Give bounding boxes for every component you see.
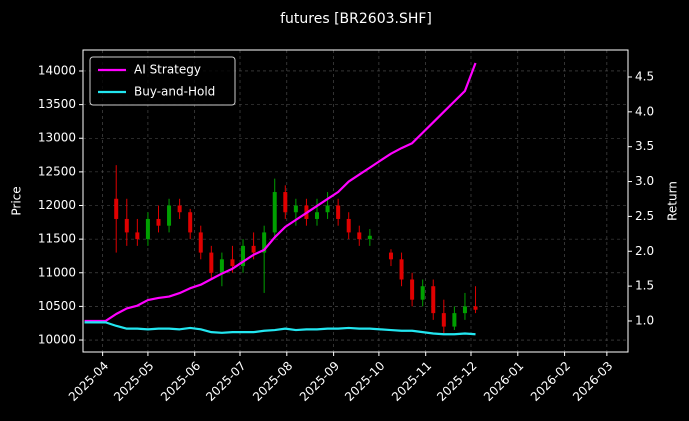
y2-tick-label: 1.5	[635, 279, 654, 293]
x-tick-label: 2025-12	[434, 359, 479, 404]
candle-body	[441, 313, 446, 327]
candle-body	[145, 218, 150, 240]
y2-tick-label: 4.0	[635, 104, 654, 118]
candle-body	[431, 286, 436, 314]
candle-body	[114, 198, 119, 219]
x-tick-label: 2025-04	[66, 359, 111, 404]
candle-body	[124, 218, 129, 233]
candle-body	[420, 286, 425, 300]
candle-body	[272, 192, 277, 233]
x-tick-label: 2025-07	[203, 359, 248, 404]
x-tick-label: 2025-06	[158, 359, 203, 404]
y-axis-label: Price	[10, 186, 24, 215]
x-tick-label: 2026-03	[570, 359, 615, 404]
chart-title: futures [BR2603.SHF]	[280, 11, 432, 27]
y2-axis-label: Return	[666, 181, 680, 221]
candle-body	[177, 205, 182, 213]
candle-body	[367, 235, 372, 240]
y2-tick-label: 4.5	[635, 69, 654, 83]
candle-body	[209, 252, 214, 273]
legend-label: AI Strategy	[134, 63, 201, 77]
y2-tick-label: 1.0	[635, 313, 654, 327]
candle-body	[198, 232, 203, 253]
candle-body	[219, 259, 224, 273]
y-tick-label: 12500	[38, 164, 76, 178]
candle-body	[156, 218, 161, 226]
candle-body	[167, 205, 172, 226]
y2-tick-label: 3.0	[635, 174, 654, 188]
y2-tick-label: 2.5	[635, 209, 654, 223]
plot-frame	[82, 49, 629, 353]
x-tick-label: 2025-10	[342, 359, 387, 404]
legend-label: Buy-and-Hold	[134, 85, 215, 99]
candle-body	[336, 205, 341, 219]
y2-tick-label: 3.5	[635, 139, 654, 153]
x-tick-label: 2026-01	[481, 359, 526, 404]
candle-body	[473, 306, 478, 310]
candle-body	[251, 245, 256, 253]
candle-body	[283, 192, 288, 213]
candle-body	[262, 232, 267, 253]
candle-body	[241, 245, 246, 267]
y-tick-label: 13500	[38, 97, 76, 111]
y-tick-label: 14000	[38, 63, 76, 77]
candle-body	[388, 252, 393, 260]
x-tick-label: 2026-02	[528, 359, 573, 404]
candle-body	[135, 232, 140, 240]
y2-tick-label: 2.0	[635, 244, 654, 258]
x-tick-label: 2025-09	[297, 359, 342, 404]
candle-body	[452, 313, 457, 327]
y-tick-label: 11500	[38, 232, 76, 246]
candle-body	[346, 218, 351, 233]
candle-body	[399, 259, 404, 280]
x-tick-label: 2025-08	[250, 359, 295, 404]
y-tick-label: 13000	[38, 131, 76, 145]
candle-body	[325, 205, 330, 213]
series-line	[84, 321, 476, 336]
candle-body	[293, 205, 298, 213]
candle-body	[410, 279, 415, 300]
candle-body	[462, 306, 467, 314]
y-tick-label: 10500	[38, 299, 76, 313]
legend-box	[89, 56, 236, 106]
candle-body	[230, 259, 235, 267]
y-tick-label: 12000	[38, 198, 76, 212]
candle-body	[357, 232, 362, 240]
candle-body	[315, 212, 320, 219]
candle-body	[188, 212, 193, 233]
y-tick-label: 11000	[38, 265, 76, 279]
x-tick-label: 2025-11	[389, 359, 434, 404]
y-tick-label: 10000	[38, 333, 76, 347]
series-line	[84, 62, 477, 323]
x-tick-label: 2025-05	[111, 359, 156, 404]
